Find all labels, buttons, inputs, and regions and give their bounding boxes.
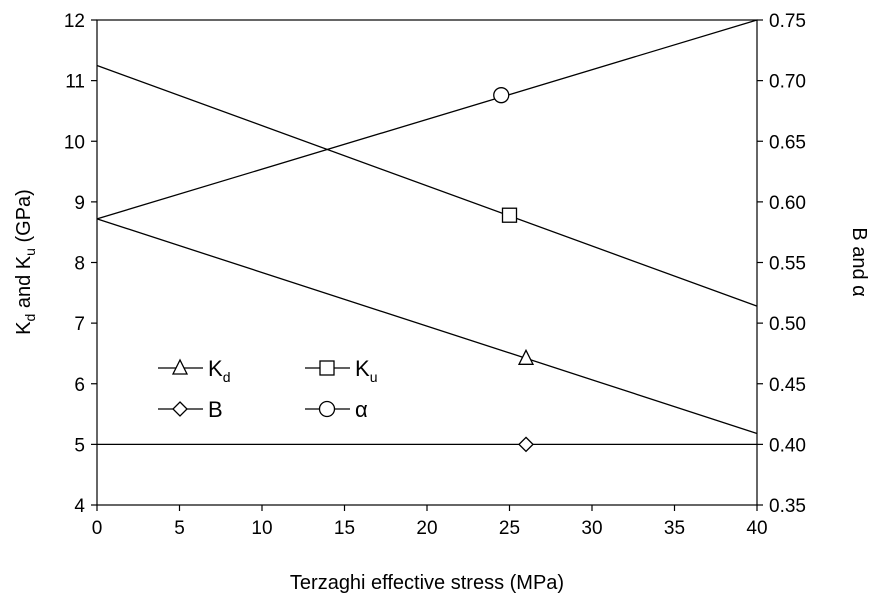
- series-line-circle: [96, 19, 758, 220]
- series-line-triangle: [96, 218, 758, 435]
- y-right-tick-label: 0.55: [769, 254, 806, 275]
- plot-area-frame: [96, 19, 758, 506]
- legend-label-triangle: Kd: [208, 356, 230, 385]
- y-left-tick-label: 8: [74, 254, 85, 275]
- y-right-tick-label: 0.75: [769, 11, 806, 32]
- y-right-tick-label: 0.50: [769, 314, 806, 335]
- legend-label-square: Ku: [355, 356, 377, 385]
- y-left-tick-label: 11: [65, 72, 85, 93]
- y-right-tick-label: 0.45: [769, 375, 806, 396]
- series-marker-circle: [493, 87, 510, 104]
- x-tick-label: 40: [746, 518, 767, 539]
- y-left-tick-label: 10: [64, 132, 85, 153]
- y-left-tick-label: 4: [74, 496, 85, 517]
- y-left-tick-label: 9: [74, 193, 85, 214]
- y-right-tick-label: 0.65: [769, 132, 806, 153]
- legend-marker-triangle: [171, 358, 189, 375]
- y-right-tick-label: 0.70: [769, 72, 806, 93]
- y-left-tick-label: 7: [74, 314, 85, 335]
- legend-label-circle: α: [355, 397, 368, 422]
- y-axis-left-title: Kd and Ku (GPa): [13, 189, 38, 335]
- series-marker-triangle: [517, 348, 535, 365]
- x-tick-label: 20: [416, 518, 437, 539]
- series-marker-diamond: [518, 436, 534, 453]
- legend-label-diamond: B: [208, 397, 223, 422]
- y-right-tick-label: 0.35: [769, 496, 806, 517]
- x-axis-title: Terzaghi effective stress (MPa): [290, 572, 564, 594]
- series-line-square: [96, 64, 758, 307]
- x-tick-label: 15: [334, 518, 355, 539]
- y-left-tick-label: 12: [64, 11, 85, 32]
- x-tick-label: 0: [92, 518, 103, 539]
- x-tick-label: 25: [499, 518, 520, 539]
- y-right-tick-label: 0.60: [769, 193, 806, 214]
- series-marker-square: [501, 207, 518, 223]
- legend-marker-circle: [318, 400, 336, 418]
- x-tick-label: 30: [581, 518, 602, 539]
- x-tick-label: 10: [251, 518, 272, 539]
- legend-marker-square: [319, 360, 335, 376]
- y-axis-right-title: B and α: [848, 227, 870, 296]
- x-tick-label: 5: [174, 518, 185, 539]
- y-right-tick-label: 0.40: [769, 435, 806, 456]
- y-left-tick-label: 5: [74, 435, 85, 456]
- legend-marker-diamond: [172, 401, 188, 417]
- x-tick-label: 35: [664, 518, 685, 539]
- y-left-tick-label: 6: [74, 375, 85, 396]
